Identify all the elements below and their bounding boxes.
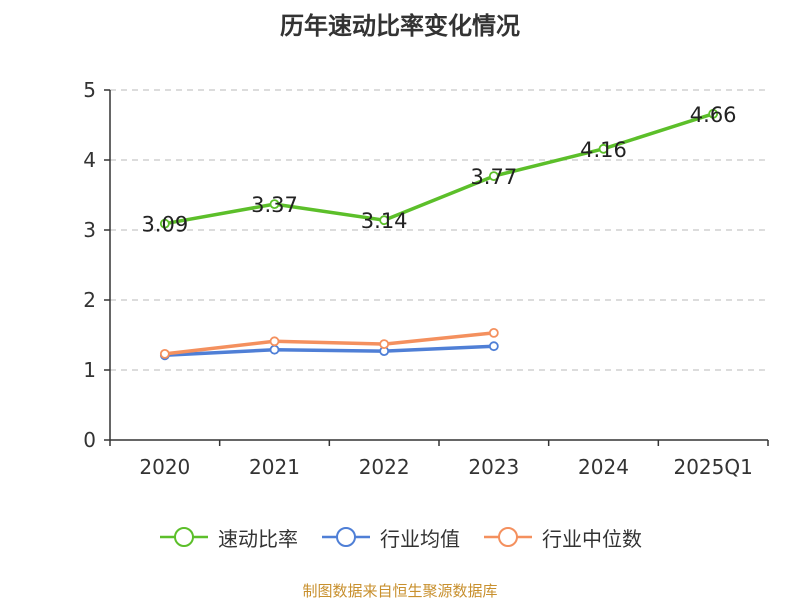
data-point <box>708 108 719 119</box>
data-point <box>269 336 280 347</box>
legend-item[interactable]: 行业中位数 <box>482 523 642 552</box>
axes: 0 1 2 3 4 5 2020 2021 2022 2023 2024 2025Q1 <box>83 78 769 479</box>
series <box>159 108 719 361</box>
data-label: 3.14 <box>361 209 408 233</box>
data-label: 3.09 <box>141 213 188 237</box>
legend-marker-icon <box>484 527 532 547</box>
x-tick-label: 2024 <box>578 455 629 479</box>
data-point <box>488 171 499 182</box>
y-tick-label: 4 <box>83 148 96 172</box>
data-labels: 3.09 3.37 3.14 3.77 4.16 4.66 <box>141 103 736 237</box>
data-label: 4.66 <box>690 103 737 127</box>
series-line <box>164 112 714 226</box>
data-point <box>379 215 390 226</box>
source-note: 制图数据来自恒生聚源数据库 <box>302 582 498 600</box>
data-point <box>269 199 280 210</box>
legend-item[interactable]: 速动比率 <box>158 523 298 552</box>
data-point <box>598 143 609 154</box>
y-tick-label: 0 <box>83 428 96 452</box>
grid-lines <box>110 89 768 371</box>
x-tick-label: 2022 <box>359 455 410 479</box>
y-tick-label: 2 <box>83 288 96 312</box>
y-tick-label: 5 <box>83 78 96 102</box>
data-point <box>159 348 170 359</box>
legend-marker-icon <box>322 527 370 547</box>
data-point <box>488 341 499 352</box>
data-point <box>488 327 499 338</box>
data-label: 3.37 <box>251 193 298 217</box>
x-tick-label: 2023 <box>468 455 519 479</box>
x-tick-label: 2025Q1 <box>673 455 752 479</box>
legend-item[interactable]: 行业均值 <box>320 523 460 552</box>
series-line <box>164 344 494 358</box>
legend-label: 行业中位数 <box>542 526 642 551</box>
series-line <box>164 331 495 356</box>
y-tick-label: 1 <box>83 358 96 382</box>
legend-label: 速动比率 <box>218 526 298 551</box>
data-point <box>159 218 170 229</box>
data-point <box>269 344 280 355</box>
y-tick-label: 3 <box>83 218 96 242</box>
chart-title: 历年速动比率变化情况 <box>280 12 520 40</box>
legend-marker-icon <box>160 527 208 547</box>
legend-label: 行业均值 <box>380 526 460 551</box>
legend: 速动比率 行业均值 行业中位数 <box>0 520 800 554</box>
data-label: 4.16 <box>580 138 627 162</box>
data-label: 3.77 <box>470 165 517 189</box>
data-point <box>379 339 390 350</box>
x-tick-label: 2021 <box>249 455 300 479</box>
x-tick-label: 2020 <box>139 455 190 479</box>
